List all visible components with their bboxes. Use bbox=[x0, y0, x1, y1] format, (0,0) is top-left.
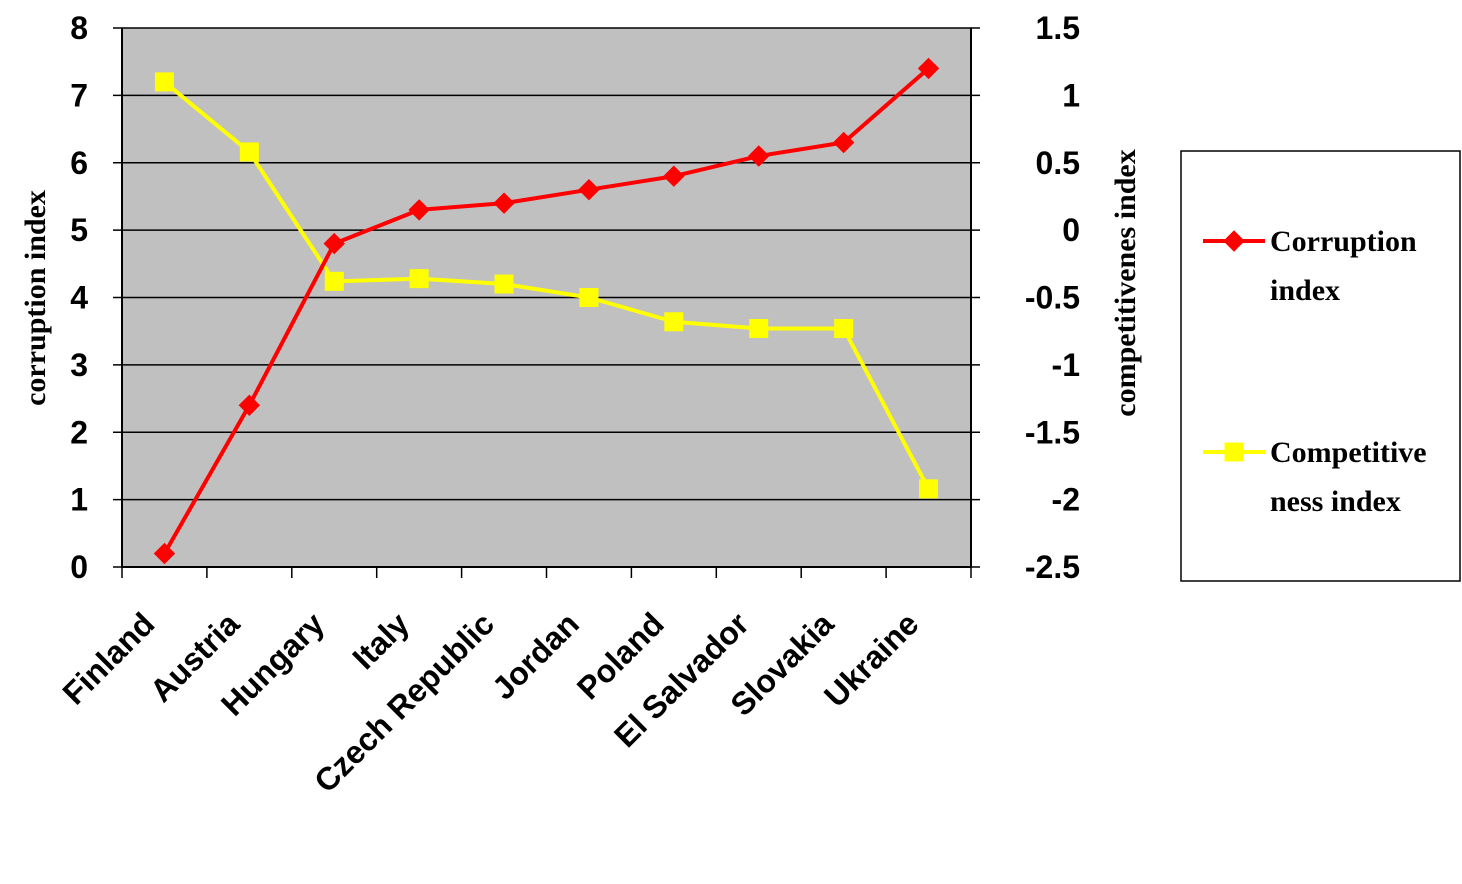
data-point bbox=[664, 312, 684, 332]
data-point bbox=[409, 269, 429, 289]
series-line bbox=[162, 66, 930, 555]
left-tick-label: 2 bbox=[70, 414, 88, 450]
x-tick-label: Jordan bbox=[485, 605, 586, 706]
right-tick-label: -2.5 bbox=[1025, 549, 1080, 585]
data-point bbox=[239, 142, 259, 162]
left-tick-label: 5 bbox=[70, 212, 88, 248]
data-point bbox=[917, 57, 940, 80]
right-tick-label: 0.5 bbox=[1036, 145, 1080, 181]
left-tick-label: 4 bbox=[70, 280, 88, 316]
right-axis-ticks: -2.5 -2 -1.5 -1 -0.5 0 0.5 1 1.5 bbox=[971, 10, 1080, 585]
data-point bbox=[663, 165, 685, 187]
right-tick-label: 1.5 bbox=[1036, 10, 1080, 46]
y-axis-right-title: competitivenes index bbox=[1109, 149, 1142, 416]
right-tick-label: 1 bbox=[1062, 77, 1080, 113]
data-point bbox=[154, 72, 174, 92]
right-tick-label: -2 bbox=[1052, 482, 1080, 518]
left-tick-label: 7 bbox=[70, 77, 88, 113]
data-point bbox=[324, 271, 344, 291]
data-point bbox=[748, 145, 770, 167]
data-point bbox=[238, 394, 261, 417]
data-point bbox=[153, 542, 176, 565]
data-point bbox=[832, 131, 855, 154]
legend-label: Corruption bbox=[1270, 225, 1417, 258]
y-axis-left-title: corruption index bbox=[19, 190, 52, 406]
left-tick-label: 0 bbox=[70, 549, 88, 585]
left-tick-label: 3 bbox=[70, 347, 88, 383]
legend: Corruption index Competitive ness index bbox=[1180, 150, 1461, 582]
legend-swatch-marker bbox=[1224, 442, 1244, 462]
right-tick-label: -0.5 bbox=[1025, 280, 1080, 316]
series-line bbox=[163, 80, 931, 490]
right-tick-label: -1 bbox=[1052, 347, 1080, 383]
data-point bbox=[578, 178, 600, 201]
data-point bbox=[919, 479, 939, 499]
left-tick-label: 8 bbox=[70, 10, 88, 46]
data-point bbox=[408, 199, 430, 221]
left-axis-ticks: 0 1 2 3 4 5 6 7 8 bbox=[70, 10, 122, 585]
right-tick-label: -1.5 bbox=[1025, 414, 1080, 450]
x-tick-label: Finland bbox=[55, 605, 161, 711]
data-point bbox=[834, 318, 854, 338]
x-tick-label: Ukraine bbox=[817, 605, 925, 713]
data-point bbox=[494, 274, 514, 294]
series-corruption bbox=[153, 57, 940, 565]
data-point bbox=[579, 288, 599, 307]
legend-box bbox=[1180, 150, 1461, 582]
left-tick-label: 6 bbox=[70, 145, 88, 181]
x-tick-label: Italy bbox=[345, 605, 416, 676]
data-point bbox=[749, 318, 769, 338]
legend-entry: Competitive ness index bbox=[1203, 436, 1427, 518]
legend-swatch-marker bbox=[1223, 230, 1245, 252]
right-tick-label: 0 bbox=[1062, 212, 1080, 248]
legend-entry: Corruption index bbox=[1203, 225, 1417, 307]
legend-label: Competitive bbox=[1270, 436, 1427, 469]
data-point bbox=[323, 232, 345, 255]
series-competitiveness bbox=[154, 72, 939, 499]
gridlines bbox=[122, 94, 971, 501]
legend-label: index bbox=[1270, 274, 1340, 307]
left-tick-label: 1 bbox=[70, 482, 88, 518]
data-point bbox=[493, 192, 515, 214]
legend-label: ness index bbox=[1270, 485, 1401, 518]
series-layer bbox=[153, 57, 940, 565]
